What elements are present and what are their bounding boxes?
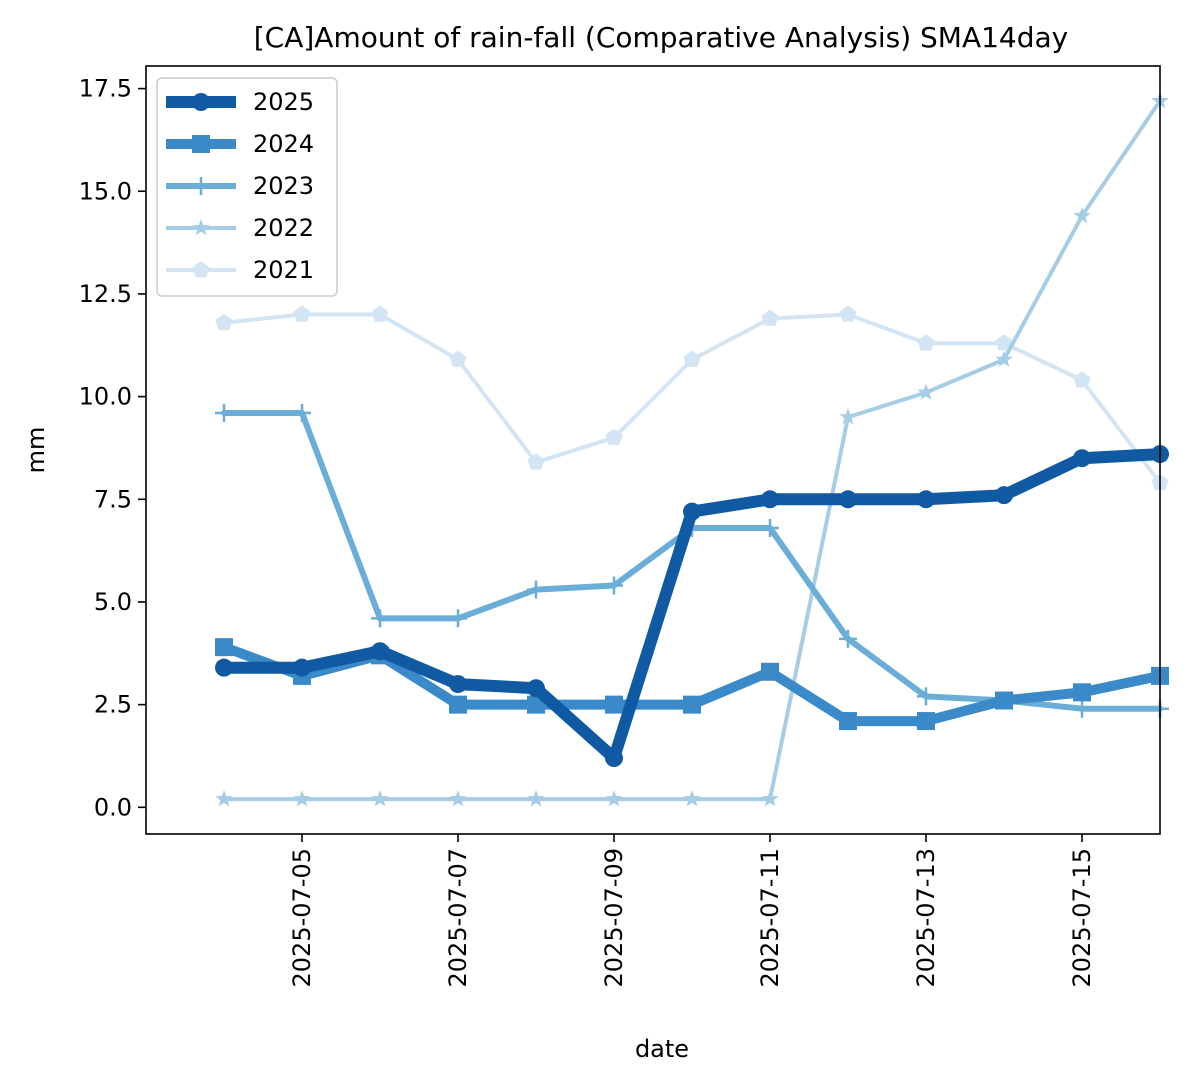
data-point-2025 xyxy=(527,679,545,698)
data-point-2022 xyxy=(527,790,545,807)
data-point-2022 xyxy=(917,383,935,400)
y-tick-label: 12.5 xyxy=(79,280,132,308)
data-point-2021 xyxy=(371,305,389,322)
legend-label: 2025 xyxy=(253,88,314,116)
data-point-2022 xyxy=(605,790,623,807)
data-point-2021 xyxy=(527,453,545,470)
data-point-2021 xyxy=(293,305,311,322)
data-point-2024 xyxy=(917,712,935,731)
data-point-2025 xyxy=(761,490,779,509)
y-tick-label: 2.5 xyxy=(94,691,132,719)
data-point-2023 xyxy=(761,519,779,538)
data-point-2022 xyxy=(293,790,311,807)
series-2021 xyxy=(215,305,1169,491)
data-point-2025 xyxy=(293,658,311,677)
plot-area xyxy=(215,91,1169,807)
data-point-2021 xyxy=(215,313,233,330)
legend-item-2025: 2025 xyxy=(166,88,314,116)
chart-title: [CA]Amount of rain-fall (Comparative Ana… xyxy=(254,21,1069,54)
legend-item-2023: 2023 xyxy=(166,172,314,200)
data-point-2024 xyxy=(839,712,857,731)
data-point-2025 xyxy=(917,490,935,509)
data-point-2023 xyxy=(449,609,467,628)
data-point-2023 xyxy=(371,609,389,628)
data-point-2021 xyxy=(995,334,1013,351)
legend-item-2021: 2021 xyxy=(166,256,314,284)
data-point-2023 xyxy=(1073,699,1091,718)
data-point-2025 xyxy=(839,490,857,509)
legend-label: 2021 xyxy=(253,256,314,284)
x-tick-label: 2025-07-13 xyxy=(912,848,940,987)
legend-label: 2024 xyxy=(253,130,314,158)
x-tick-label: 2025-07-11 xyxy=(756,848,784,987)
data-point-2022 xyxy=(449,790,467,807)
legend: 2025 2024 2023 2022 2021 xyxy=(156,77,338,297)
data-point-2024 xyxy=(995,691,1013,710)
legend-label: 2023 xyxy=(253,172,314,200)
data-point-2024 xyxy=(605,695,623,714)
y-axis: 0.0 2.5 5.0 7.5 10.0 12.5 15.0 17.5 xyxy=(79,75,146,821)
y-axis-label: mm xyxy=(22,427,50,474)
data-point-2025 xyxy=(605,749,623,768)
x-axis-label: date xyxy=(635,1035,689,1063)
y-tick-label: 0.0 xyxy=(94,793,132,821)
legend-marker xyxy=(192,261,210,278)
data-point-2021 xyxy=(839,305,857,322)
data-point-2022 xyxy=(683,790,701,807)
data-point-2022 xyxy=(371,790,389,807)
data-point-2024 xyxy=(761,662,779,681)
axes-frame xyxy=(145,65,1161,835)
legend-marker xyxy=(192,219,210,236)
data-point-2025 xyxy=(215,658,233,677)
data-point-2023 xyxy=(917,687,935,706)
x-tick-label: 2025-07-07 xyxy=(444,848,472,987)
data-point-2022 xyxy=(761,790,779,807)
data-point-2024 xyxy=(683,695,701,714)
data-point-2021 xyxy=(605,428,623,445)
data-point-2023 xyxy=(293,404,311,423)
y-tick-label: 7.5 xyxy=(94,485,132,513)
y-tick-label: 5.0 xyxy=(94,588,132,616)
data-point-2021 xyxy=(449,350,467,367)
data-point-2025 xyxy=(449,675,467,694)
data-point-2023 xyxy=(605,576,623,595)
data-point-2025 xyxy=(683,502,701,521)
data-point-2022 xyxy=(995,350,1013,367)
series-2022 xyxy=(215,91,1169,807)
data-point-2024 xyxy=(1073,683,1091,702)
y-tick-label: 10.0 xyxy=(79,383,132,411)
legend-marker xyxy=(192,93,210,111)
data-point-2024 xyxy=(215,638,233,657)
data-point-2025 xyxy=(371,642,389,661)
y-tick-label: 17.5 xyxy=(79,75,132,103)
legend-marker xyxy=(192,177,210,195)
series-2025 xyxy=(215,445,1169,768)
legend-item-2024: 2024 xyxy=(166,130,314,158)
x-axis: 2025-07-05 2025-07-07 2025-07-09 2025-07-11… xyxy=(288,834,1096,987)
data-point-2025 xyxy=(995,486,1013,505)
x-tick-label: 2025-07-05 xyxy=(288,848,316,987)
data-point-2022 xyxy=(1073,206,1091,224)
legend-frame xyxy=(156,77,338,297)
data-point-2022 xyxy=(215,790,233,807)
data-point-2023 xyxy=(215,404,233,423)
y-tick-label: 15.0 xyxy=(79,177,132,205)
data-point-2025 xyxy=(1073,449,1091,468)
data-point-2023 xyxy=(839,629,857,648)
data-point-2023 xyxy=(527,580,545,599)
legend-marker xyxy=(192,135,210,153)
x-tick-label: 2025-07-09 xyxy=(600,848,628,987)
data-point-2024 xyxy=(449,695,467,714)
x-tick-label: 2025-07-15 xyxy=(1068,848,1096,987)
data-point-2022 xyxy=(839,408,857,425)
legend-item-2022: 2022 xyxy=(166,214,314,242)
data-point-2021 xyxy=(761,309,779,326)
data-point-2021 xyxy=(683,350,701,367)
data-point-2021 xyxy=(917,334,935,351)
data-point-2021 xyxy=(1073,371,1091,388)
legend-label: 2022 xyxy=(253,214,314,242)
